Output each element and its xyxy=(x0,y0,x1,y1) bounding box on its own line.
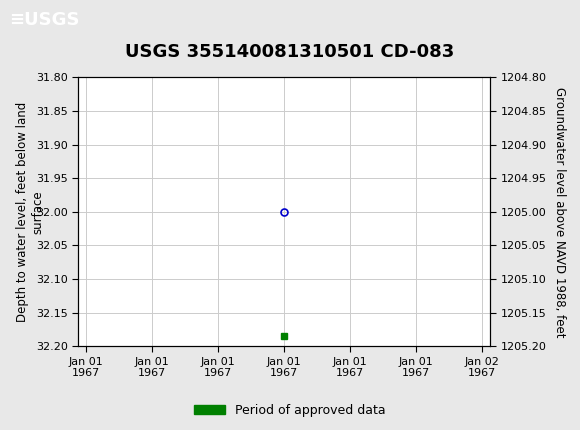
Y-axis label: Depth to water level, feet below land
surface: Depth to water level, feet below land su… xyxy=(16,101,45,322)
Text: ≡USGS: ≡USGS xyxy=(9,12,79,29)
Text: USGS 355140081310501 CD-083: USGS 355140081310501 CD-083 xyxy=(125,43,455,61)
Legend: Period of approved data: Period of approved data xyxy=(189,399,391,421)
Y-axis label: Groundwater level above NAVD 1988, feet: Groundwater level above NAVD 1988, feet xyxy=(553,86,567,337)
